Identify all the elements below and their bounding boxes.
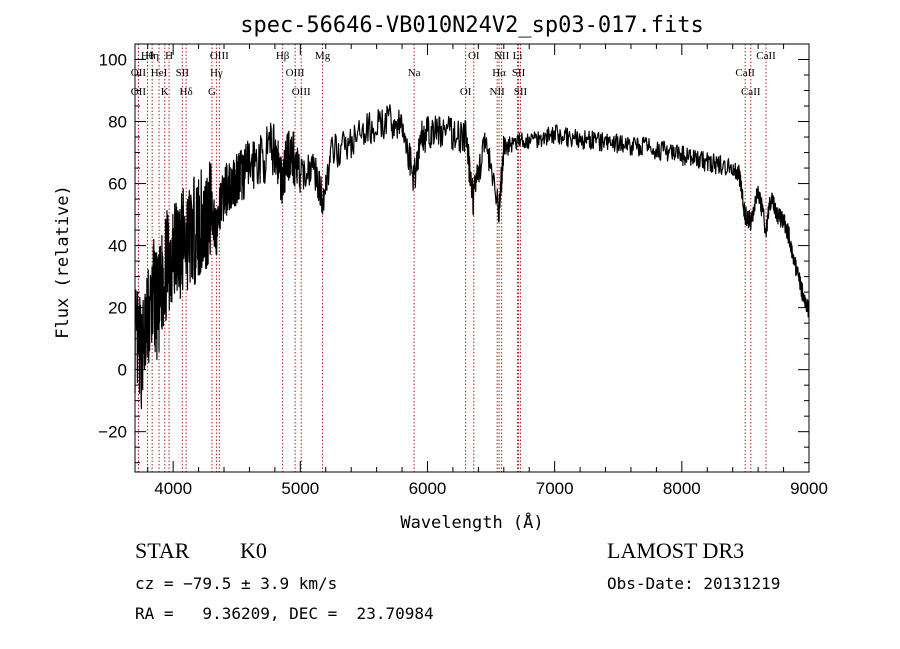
line-marker-label: Mg [315,50,331,62]
object-subclass: K0 [240,538,267,563]
x-axis-label: Wavelength (Å) [400,511,543,533]
line-marker-label: Li [513,50,523,62]
x-tick-label: 8000 [663,479,701,498]
x-tick-labels: 4000 5000 6000 7000 8000 9000 [154,479,828,498]
line-marker-label: Hγ [210,67,223,79]
y-tick-label: 0 [118,361,127,380]
y-tick-label: 60 [108,175,127,194]
survey-name: LAMOST DR3 [607,538,745,563]
line-marker-label: NII [494,50,510,62]
y-tick-label: 80 [108,113,127,132]
line-marker-label: NII [490,86,506,98]
spectrum-line [134,104,810,410]
line-marker-label: SII [514,86,528,98]
line-marker-label: OIII [292,86,311,98]
line-marker-label: OIII [210,50,229,62]
line-marker-label: Hβ [276,50,290,62]
redshift-text: cz = −79.5 ± 3.9 km/s [135,574,338,593]
line-marker-label: CaII [741,86,761,98]
line-markers [137,44,767,472]
axis-ticks [135,44,810,472]
line-marker-label: OIII [286,67,305,79]
line-marker-label: Na [408,67,421,79]
line-marker-label: Hα [492,67,506,79]
line-marker-label: OI [460,86,472,98]
line-marker-label: OII [131,86,147,98]
obs-date: Obs-Date: 20131219 [607,574,781,593]
y-axis-label: Flux (relative) [53,185,73,339]
coordinates: RA = 9.36209, DEC = 23.70984 [135,604,434,623]
plot-frame [134,43,810,473]
line-marker-label: OII [131,67,147,79]
line-marker-label: G [208,86,216,98]
line-marker-label: Hθ [141,50,154,62]
line-marker-label: Hδ [180,86,193,98]
x-tick-label: 5000 [281,479,319,498]
line-marker-label: HeI [151,67,168,79]
y-tick-labels: −20 0 20 40 60 80 100 [98,51,127,442]
x-tick-label: 6000 [409,479,447,498]
x-tick-label: 7000 [536,479,574,498]
object-class: STAR [135,538,190,563]
y-tick-label: 100 [99,51,127,70]
y-tick-label: −20 [98,423,127,442]
line-marker-label: SII [176,67,190,79]
line-marker-label: SII [512,67,526,79]
line-marker-label: H [165,50,173,62]
line-marker-label: CaII [756,50,776,62]
line-marker-labels: HθOIIOIIHηHeIKHSIIHδOIIIHγGHβOIIIOIIIMgN… [131,50,776,98]
x-tick-label: 9000 [790,479,828,498]
line-marker-label: Hη [145,50,159,62]
line-marker-label: K [161,86,169,98]
line-marker-label: CaII [735,67,755,79]
y-tick-label: 20 [108,299,127,318]
line-marker-label: OI [468,50,480,62]
chart-title: spec-56646-VB010N24V2_sp03-017.fits [240,13,704,38]
y-tick-label: 40 [108,237,127,256]
x-tick-label: 4000 [154,479,192,498]
